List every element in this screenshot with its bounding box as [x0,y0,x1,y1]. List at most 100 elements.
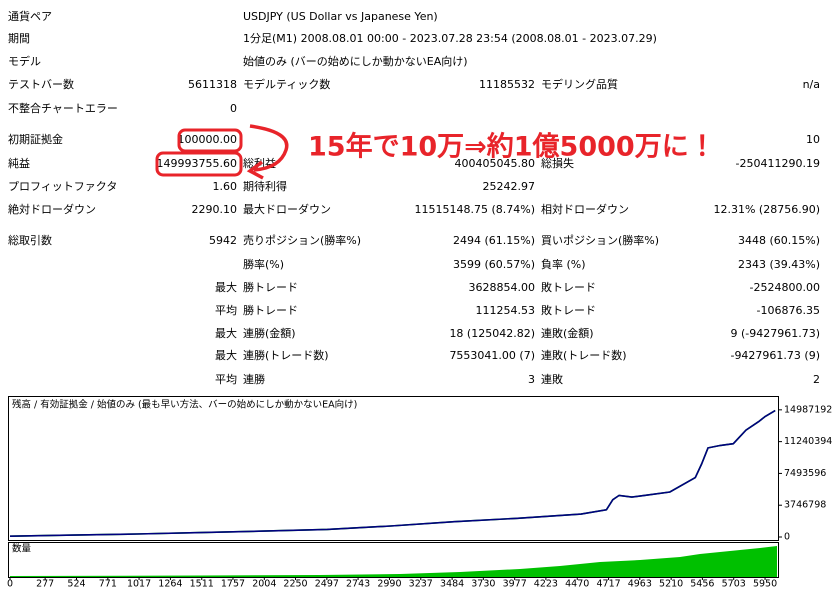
field-label: 勝トレード [243,303,298,317]
field-label: 買いポジション(勝率%) [541,233,659,247]
y-tick-label: 11240394 [784,436,832,447]
volume-area [10,546,777,577]
field-label: テストバー数 [8,78,74,91]
x-tick-label: 1757 [221,579,245,590]
x-tick-label: 277 [36,579,54,590]
field-label: 連敗(トレード数) [541,348,627,362]
field-value: 11515148.75 (8.74%) [414,203,535,216]
field-value: -106876.35 [757,304,820,317]
field-value: 5942 [209,234,237,247]
field-label: 絶対ドローダウン [8,202,96,216]
field-value: 149993755.60 [157,157,237,170]
y-tick-label: 14987192 [784,404,832,415]
field-value: 5611318 [188,78,237,91]
field-label: 連勝 [243,372,265,386]
field-value: -9427961.73 (9) [730,349,820,362]
x-tick-label: 2990 [377,579,401,590]
field-value: 100000.00 [178,133,238,146]
x-tick-label: 3237 [409,579,433,590]
field-value: 0 [230,102,237,115]
field-label: プロフィットファクタ [8,180,117,193]
field-label: 連敗 [541,372,563,386]
field-label: 初期証拠金 [8,133,63,146]
x-tick-label: 3977 [503,579,527,590]
field-value: 3 [528,373,535,386]
x-tick-label: 3730 [471,579,495,590]
field-value: -2524800.00 [750,281,820,294]
series-line [9,409,776,537]
field-value: 2 [813,373,820,386]
field-label: 最大ドローダウン [243,202,331,216]
field-value: 2290.10 [192,203,238,216]
x-tick-label: 2004 [252,579,276,590]
y-tick-label: 0 [784,532,790,543]
volume-label: 数量 [12,543,32,555]
x-tick-label: 2497 [315,579,339,590]
x-tick-label: 2743 [346,579,370,590]
field-detail: 1分足(M1) 2008.08.01 00:00 - 2023.07.28 23… [243,32,657,45]
field-value: 10 [806,133,820,146]
field-label: 敗トレード [541,303,596,317]
field-label: 期間 [8,32,30,45]
field-label: モデルティック数 [243,77,330,91]
legend-separator: / [91,400,95,411]
field-label: 勝トレード [243,280,298,294]
field-label: 相対ドローダウン [541,202,629,216]
field-value: 2494 (61.15%) [453,234,535,247]
legend-entry: 残高 [12,399,31,411]
annotation: 15年で10万⇒約1億5000万に！ [308,131,716,163]
field-value: 3599 (60.57%) [453,258,535,271]
x-tick-label: 4470 [565,579,589,590]
x-tick-label: 5950 [753,579,777,590]
field-detail: USDJPY (US Dollar vs Japanese Yen) [243,10,438,23]
y-tick-label: 7493596 [784,468,826,479]
field-label: モデリング品質 [541,77,618,91]
x-tick-label: 1511 [190,579,214,590]
field-label: 売りポジション(勝率%) [243,233,361,247]
x-tick-label: 4963 [628,579,652,590]
field-label: 連勝(トレード数) [243,348,329,362]
field-label: 純益 [8,156,30,170]
legend-entry: 有効証拠金 [40,399,88,411]
x-tick-label: 5703 [722,579,746,590]
x-tick-label: 5210 [659,579,683,590]
field-label: 不整合チャートエラー [8,101,118,115]
highlight-box [177,128,243,153]
field-label: 総損失 [541,156,574,170]
field-label: 敗トレード [541,280,596,294]
x-tick-label: 5456 [690,579,714,590]
field-value: 最大 [215,326,237,340]
field-value: n/a [803,78,820,91]
field-value: 平均 [215,372,237,386]
field-value: 3628854.00 [469,281,535,294]
highlight-arrow [249,124,289,172]
field-value: 1.60 [213,180,238,193]
field-label: 連勝(金額) [243,326,296,340]
x-tick-label: 524 [67,579,85,590]
x-tick-label: 2250 [283,579,307,590]
field-value: 400405045.80 [455,157,535,170]
x-tick-label: 1017 [127,579,151,590]
x-tick-label: 1264 [158,579,182,590]
field-value: 11185532 [479,78,535,91]
highlight-arrow-head [246,160,264,180]
field-value: 3448 (60.15%) [738,234,820,247]
field-value: 12.31% (28756.90) [713,203,820,216]
field-label: 通貨ペア [8,9,52,23]
field-value: 111254.53 [476,304,536,317]
field-value: 7553041.00 (7) [449,349,535,362]
balance-pane [8,396,779,541]
field-detail: 始値のみ (バーの始めにしか動かないEA向け) [243,54,468,68]
field-label: 総取引数 [8,233,52,247]
field-label: モデル [8,54,41,68]
y-tick-label: 3746798 [784,500,826,511]
field-value: 平均 [215,303,237,317]
x-tick-label: 0 [7,579,13,590]
field-value: 9 (-9427961.73) [730,327,820,340]
field-value: 最大 [215,348,237,362]
legend-separator: / [34,400,38,411]
field-label: 勝率(%) [243,257,284,271]
x-tick-label: 4717 [596,579,620,590]
